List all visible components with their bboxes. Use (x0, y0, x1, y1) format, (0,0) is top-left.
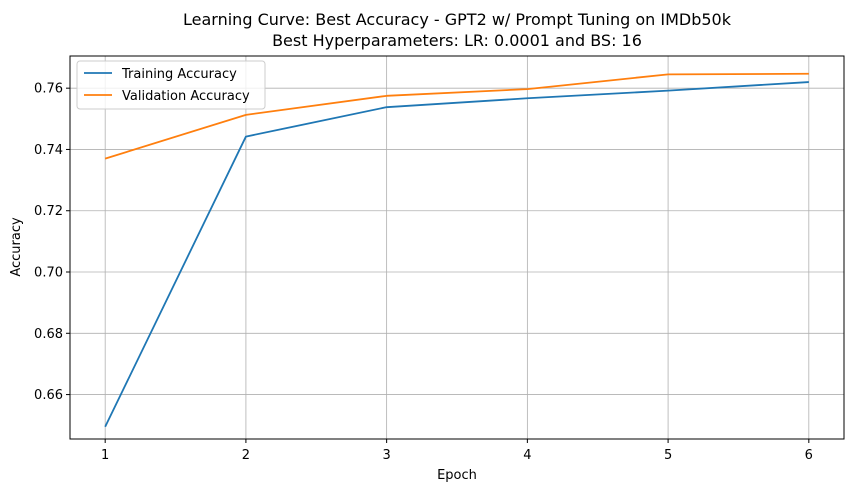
plot-frame (69, 55, 845, 440)
chart-title: Learning Curve: Best Accuracy - GPT2 w/ … (183, 10, 732, 29)
legend-box (76, 60, 266, 110)
y-tick-label: 0.68 (34, 327, 63, 342)
x-gridlines (104, 56, 810, 439)
legend-label-validation-accuracy: Validation Accuracy (122, 89, 250, 104)
x-tick-label: 5 (664, 448, 672, 463)
y-tick-label: 0.72 (34, 204, 63, 219)
y-axis-label: Accuracy (9, 217, 24, 277)
x-tick-label: 3 (382, 448, 390, 463)
y-tick-label: 0.76 (34, 82, 63, 97)
series-line-training-accuracy (104, 81, 809, 428)
legend-label-training-accuracy: Training Accuracy (121, 67, 237, 82)
legend: Training Accuracy Validation Accuracy (76, 60, 266, 110)
x-axis-ticks: 1 2 3 4 5 6 (101, 439, 813, 463)
x-tick-label: 1 (101, 448, 109, 463)
plot-area (70, 56, 844, 439)
y-tick-label: 0.70 (34, 266, 63, 281)
series-line-validation-accuracy (104, 72, 809, 160)
chart-subtitle: Best Hyperparameters: LR: 0.0001 and BS:… (272, 31, 642, 50)
x-tick-label: 4 (523, 448, 531, 463)
x-axis-label: Epoch (437, 468, 477, 483)
x-tick-label: 6 (805, 448, 813, 463)
x-tick-label: 2 (242, 448, 250, 463)
y-tick-label: 0.66 (34, 388, 63, 403)
y-tick-label: 0.74 (34, 143, 63, 158)
y-axis-ticks: 0.66 0.68 0.70 0.72 0.74 0.76 (34, 82, 70, 403)
series-lines (104, 72, 809, 428)
